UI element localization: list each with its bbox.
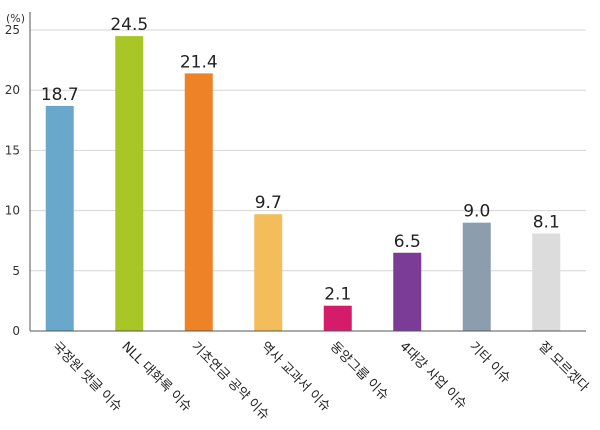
y-tick-label: 5 [12, 264, 20, 278]
bar [184, 73, 213, 331]
bar [532, 233, 561, 331]
data-label: 21.4 [180, 52, 218, 72]
y-tick-label: 15 [5, 143, 20, 157]
y-unit-label: (%) [6, 12, 25, 25]
y-axis-ticks: 0 5 10 15 20 25 [5, 23, 20, 338]
bar [462, 222, 491, 331]
y-tick-label: 10 [5, 204, 20, 218]
data-label: 24.5 [110, 15, 148, 35]
y-tick-label: 0 [12, 324, 20, 338]
x-tick-label: 동양그룹 이슈 [327, 339, 391, 403]
bar [254, 214, 283, 331]
bars [45, 36, 561, 331]
data-label: 2.1 [324, 285, 351, 305]
y-tick-label: 25 [5, 23, 20, 37]
bar [115, 36, 144, 331]
data-label: 9.0 [463, 202, 490, 222]
y-tick-label: 20 [5, 83, 20, 97]
data-label: 6.5 [394, 232, 421, 252]
x-tick-label: NLL 대화록 이슈 [118, 339, 194, 415]
x-tick-label: 4대강 사업 이슈 [396, 339, 469, 412]
bar [45, 105, 74, 331]
x-tick-label: 기타 이슈 [466, 339, 513, 386]
gridlines [30, 29, 586, 272]
x-tick-label: 국정원 댓글 이슈 [49, 339, 125, 415]
x-tick-label: 잘 모르겠다 [535, 339, 591, 395]
value-labels: 18.7 24.5 21.4 9.7 2.1 6.5 9.0 8.1 [41, 15, 560, 305]
bar [393, 252, 422, 331]
x-tick-label: 역사 교과서 이슈 [257, 339, 333, 415]
bar [323, 305, 352, 331]
data-label: 18.7 [41, 85, 79, 105]
data-label: 9.7 [255, 193, 282, 213]
data-label: 8.1 [533, 212, 560, 232]
